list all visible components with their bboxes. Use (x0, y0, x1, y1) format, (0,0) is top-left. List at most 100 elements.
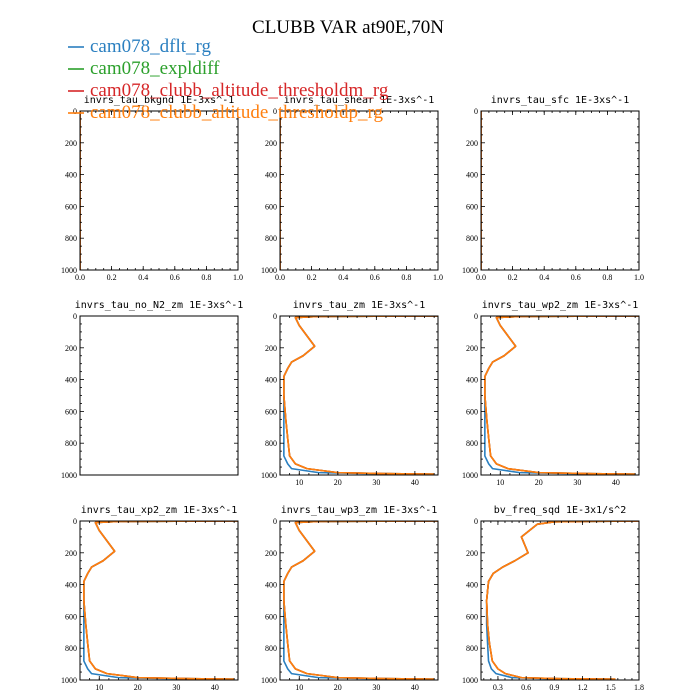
series-line-3 (484, 316, 639, 475)
y-tick-label: 400 (265, 376, 277, 385)
y-tick-label: 400 (466, 376, 478, 385)
series-line-2 (283, 521, 438, 680)
x-tick-label: 30 (172, 683, 180, 692)
y-tick-label: 0 (474, 312, 478, 321)
series-line-3 (283, 521, 438, 680)
x-tick-label: 0.6 (571, 273, 581, 282)
panel-5: invrs_tau_zm 1E-3xs^-1 0 200 400 600 800 1000 1… (261, 300, 439, 487)
y-tick-label: 0 (474, 517, 478, 526)
legend-label: cam078_clubb_altitude_thresholdp_rg (90, 102, 384, 123)
y-tick-label: 0 (273, 312, 277, 321)
series-line-4 (485, 521, 639, 680)
x-tick-label: 0.4 (338, 273, 348, 282)
y-tick-label: 1000 (61, 676, 77, 685)
series-group (283, 521, 438, 680)
series-line-2 (485, 521, 639, 680)
panel-1: invrs_tau_bkgnd 1E-3xs^-1 0 200 400 600 800 10… (61, 95, 243, 282)
y-tick-label: 200 (65, 344, 77, 353)
x-tick-label: 10 (95, 683, 103, 692)
x-tick-label: 0.0 (275, 273, 285, 282)
series-line-1 (283, 316, 438, 475)
x-tick-label: 0.8 (201, 273, 211, 282)
panel-6: invrs_tau_wp2_zm 1E-3xs^-1 0 200 400 600 800 1… (462, 300, 640, 487)
x-tick-label: 10 (295, 478, 303, 487)
series-group (484, 316, 639, 475)
x-tick-label: 20 (535, 478, 543, 487)
y-tick-label: 0 (273, 107, 277, 116)
panels: invrs_tau_bkgnd 1E-3xs^-1020040060080010… (61, 95, 644, 692)
plot-frame (79, 520, 239, 681)
panel-9: bv_freq_sqd 1E-3x1/s^2 0 200 400 600 800 1000 0… (462, 505, 644, 692)
plot-frame (79, 110, 239, 271)
legend: cam078_dflt_rgcam078_expldiffcam078_club… (68, 36, 389, 123)
y-tick-label: 400 (265, 171, 277, 180)
x-tick-label: 20 (334, 478, 342, 487)
panel-title: invrs_tau_zm 1E-3xs^-1 (293, 300, 425, 311)
y-tick-label: 400 (466, 581, 478, 590)
x-tick-label: 0.8 (602, 273, 612, 282)
x-tick-label: 10 (496, 478, 504, 487)
panel-title: invrs_tau_no_N2_zm 1E-3xs^-1 (75, 300, 244, 311)
panel-title: invrs_tau_sfc 1E-3xs^-1 (491, 95, 629, 106)
x-tick-label: 20 (134, 683, 142, 692)
y-tick-label: 400 (65, 376, 77, 385)
y-tick-label: 800 (65, 644, 77, 653)
y-tick-label: 200 (65, 139, 77, 148)
y-tick-label: 200 (265, 549, 277, 558)
y-tick-label: 200 (466, 344, 478, 353)
y-tick-label: 1000 (462, 266, 478, 275)
plot-frame (279, 315, 439, 476)
series-line-4 (283, 521, 438, 680)
y-tick-label: 600 (265, 407, 277, 416)
y-tick-label: 600 (265, 202, 277, 211)
x-tick-label: 1.0 (634, 273, 644, 282)
series-line-2 (283, 316, 438, 475)
series-line-1 (485, 521, 639, 680)
plot-frame (279, 110, 439, 271)
x-tick-label: 40 (411, 478, 419, 487)
x-tick-label: 0.3 (493, 683, 503, 692)
panel-title: invrs_tau_wp3_zm 1E-3xs^-1 (281, 505, 438, 516)
y-tick-label: 1000 (61, 471, 77, 480)
y-tick-label: 200 (65, 549, 77, 558)
y-tick-label: 600 (65, 202, 77, 211)
x-tick-label: 0.0 (476, 273, 486, 282)
y-tick-label: 0 (73, 107, 77, 116)
y-tick-label: 0 (273, 517, 277, 526)
x-tick-label: 1.2 (578, 683, 588, 692)
x-tick-label: 40 (411, 683, 419, 692)
plot-frame (480, 110, 640, 271)
panel-title: bv_freq_sqd 1E-3x1/s^2 (494, 505, 626, 516)
series-line-1 (484, 316, 639, 475)
panel-title: invrs_tau_shear 1E-3xs^-1 (284, 95, 435, 106)
legend-label: cam078_clubb_altitude_thresholdm_rg (90, 80, 389, 101)
y-tick-label: 1000 (261, 471, 277, 480)
y-tick-label: 200 (466, 139, 478, 148)
panel-3: invrs_tau_sfc 1E-3xs^-1 0 200 400 600 800 1000… (462, 95, 644, 282)
series-line-3 (283, 316, 438, 475)
x-tick-label: 0.2 (107, 273, 117, 282)
x-tick-label: 0.4 (539, 273, 549, 282)
y-tick-label: 1000 (61, 266, 77, 275)
legend-label: cam078_expldiff (90, 58, 220, 79)
y-tick-label: 400 (65, 171, 77, 180)
series-line-3 (83, 521, 238, 680)
x-tick-label: 40 (211, 683, 219, 692)
panel-title: invrs_tau_wp2_zm 1E-3xs^-1 (482, 300, 639, 311)
figure-title: CLUBB VAR at90E,70N (252, 17, 444, 38)
x-tick-label: 1.8 (634, 683, 644, 692)
x-tick-label: 0.6 (521, 683, 531, 692)
x-tick-label: 1.5 (606, 683, 616, 692)
series-line-2 (83, 521, 238, 680)
plot-frame (480, 520, 640, 681)
series-line-3 (485, 521, 639, 680)
x-tick-label: 0.2 (307, 273, 317, 282)
series-group (283, 316, 438, 475)
x-tick-label: 1.0 (233, 273, 243, 282)
y-tick-label: 0 (474, 107, 478, 116)
x-tick-label: 0.9 (549, 683, 559, 692)
series-line-2 (484, 316, 639, 475)
panel-7: invrs_tau_xp2_zm 1E-3xs^-1 0 200 400 600 800 1… (61, 505, 239, 692)
y-tick-label: 800 (466, 439, 478, 448)
